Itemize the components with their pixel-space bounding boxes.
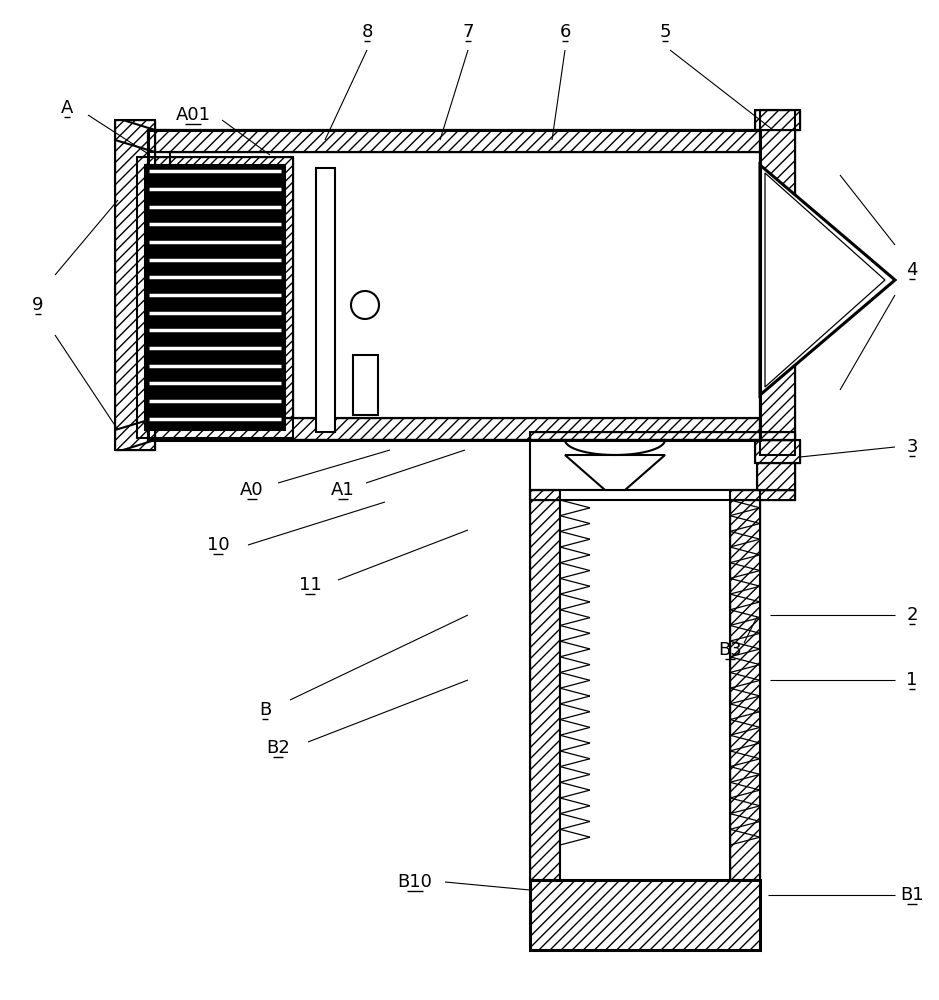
Text: A1: A1 bbox=[331, 481, 355, 499]
Text: B3: B3 bbox=[718, 641, 742, 659]
Bar bbox=[316, 168, 335, 432]
Text: 8: 8 bbox=[362, 23, 373, 41]
Bar bbox=[115, 120, 155, 450]
Bar bbox=[530, 432, 795, 440]
Polygon shape bbox=[765, 173, 885, 387]
Bar bbox=[148, 130, 760, 152]
Text: 2: 2 bbox=[906, 606, 917, 624]
Bar bbox=[760, 110, 795, 455]
Bar bbox=[115, 120, 155, 450]
Bar bbox=[757, 463, 795, 490]
Bar bbox=[530, 490, 560, 880]
Text: B: B bbox=[259, 701, 271, 719]
Bar bbox=[755, 110, 800, 130]
Text: A01: A01 bbox=[176, 106, 210, 124]
Text: 4: 4 bbox=[906, 261, 917, 279]
Bar bbox=[530, 880, 760, 950]
Bar bbox=[148, 130, 760, 440]
Text: 9: 9 bbox=[32, 296, 44, 314]
Bar bbox=[530, 880, 760, 950]
Bar bbox=[755, 440, 800, 463]
Bar bbox=[755, 440, 800, 463]
Bar bbox=[530, 440, 795, 490]
Text: B2: B2 bbox=[266, 739, 290, 757]
Text: 1: 1 bbox=[906, 671, 917, 689]
Bar bbox=[148, 130, 760, 440]
Text: 3: 3 bbox=[906, 438, 917, 456]
Bar bbox=[730, 490, 760, 880]
Bar bbox=[760, 110, 795, 455]
Text: B10: B10 bbox=[397, 873, 433, 891]
Polygon shape bbox=[760, 165, 895, 395]
Bar bbox=[137, 157, 293, 438]
Bar bbox=[148, 418, 760, 440]
Bar bbox=[148, 418, 760, 440]
Bar bbox=[757, 463, 795, 490]
Bar bbox=[530, 490, 560, 880]
Bar bbox=[755, 110, 800, 130]
Text: 10: 10 bbox=[207, 536, 229, 554]
Text: 7: 7 bbox=[462, 23, 474, 41]
Text: 11: 11 bbox=[299, 576, 321, 594]
Text: B1: B1 bbox=[901, 886, 924, 904]
Bar bbox=[730, 490, 760, 880]
Bar bbox=[148, 130, 760, 152]
Bar bbox=[145, 165, 285, 430]
Bar bbox=[560, 490, 730, 880]
Bar bbox=[353, 355, 378, 415]
Bar bbox=[530, 432, 795, 440]
Text: A0: A0 bbox=[240, 481, 264, 499]
Polygon shape bbox=[565, 455, 665, 490]
Text: 6: 6 bbox=[560, 23, 571, 41]
Text: A: A bbox=[61, 99, 73, 117]
Bar bbox=[530, 490, 795, 500]
Text: 5: 5 bbox=[659, 23, 670, 41]
Bar bbox=[137, 157, 293, 438]
Bar bbox=[530, 490, 795, 500]
